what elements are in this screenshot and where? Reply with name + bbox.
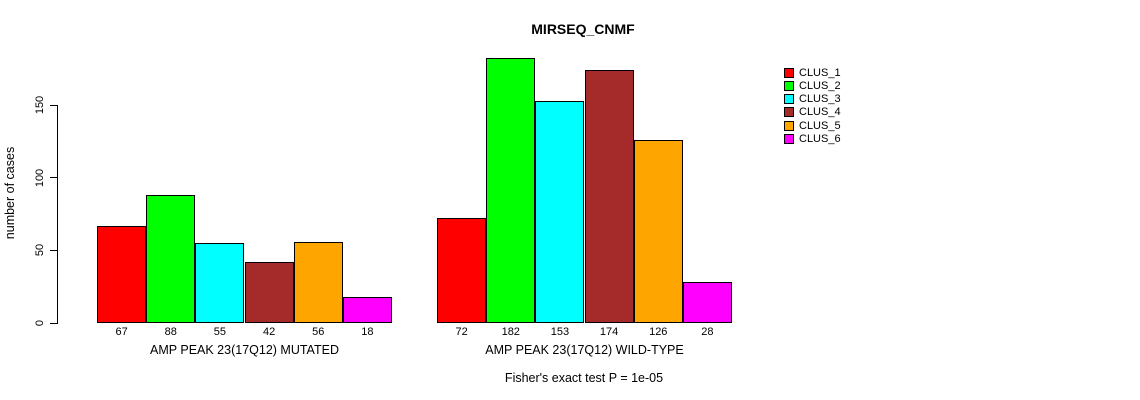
y-axis-line (57, 105, 58, 324)
legend-item-clus-6: CLUS_6 (784, 133, 841, 146)
y-tick (50, 322, 58, 324)
y-tick-label: 0 (34, 319, 46, 327)
legend-label: CLUS_3 (799, 93, 841, 106)
legend-label: CLUS_5 (799, 119, 841, 132)
bar-amp-peak-23-17q12-wild-type-clus-3 (535, 101, 585, 323)
bar-amp-peak-23-17q12-mutated-clus-2 (146, 195, 196, 323)
legend-swatch (784, 134, 794, 144)
legend-item-clus-3: CLUS_3 (784, 93, 841, 106)
legend-swatch (784, 107, 794, 118)
bar-value-label: 56 (312, 326, 325, 338)
footnote: Fisher's exact test P = 1e-05 (504, 371, 664, 385)
legend-swatch (784, 80, 794, 91)
legend-swatch (784, 67, 794, 78)
bar-value-label: 18 (361, 326, 374, 338)
bar-value-label: 153 (550, 326, 570, 338)
bar-value-label: 126 (649, 326, 668, 338)
legend-swatch (784, 120, 794, 131)
legend-swatch (784, 94, 794, 105)
bar-value-label: 42 (262, 326, 276, 338)
legend-item-clus-5: CLUS_5 (784, 119, 841, 132)
legend-item-clus-2: CLUS_2 (784, 79, 841, 92)
legend-label: CLUS_1 (799, 66, 841, 79)
legend-label: CLUS_6 (799, 133, 841, 145)
bar-amp-peak-23-17q12-wild-type-clus-4 (584, 70, 634, 323)
bar-amp-peak-23-17q12-wild-type-clus-1 (437, 218, 487, 323)
group-label-amp-peak-23-17q12-wild-type: AMP PEAK 23(17Q12) WILD-TYPE (485, 343, 684, 357)
bar-value-label: 72 (455, 326, 468, 338)
chart-title: MIRSEQ_CNMF (531, 21, 635, 37)
y-tick (50, 249, 58, 251)
y-tick (50, 104, 58, 106)
y-tick (50, 177, 58, 179)
bar-amp-peak-23-17q12-mutated-clus-5 (293, 242, 343, 323)
bar-value-label: 182 (501, 326, 520, 338)
y-axis-label: number of cases (3, 146, 17, 240)
bar-amp-peak-23-17q12-mutated-clus-6 (342, 297, 392, 323)
legend-label: CLUS_4 (799, 106, 841, 119)
bar-amp-peak-23-17q12-wild-type-clus-6 (682, 282, 732, 323)
group-label-amp-peak-23-17q12-mutated: AMP PEAK 23(17Q12) MUTATED (150, 343, 339, 357)
bar-amp-peak-23-17q12-mutated-clus-1 (97, 226, 147, 323)
y-tick-label: 150 (34, 95, 46, 115)
legend-item-clus-1: CLUS_1 (784, 66, 841, 79)
bar-value-label: 174 (599, 326, 619, 338)
bar-value-label: 88 (164, 326, 177, 338)
bar-amp-peak-23-17q12-wild-type-clus-5 (633, 140, 683, 323)
legend-item-clus-4: CLUS_4 (784, 106, 841, 119)
bar-value-label: 67 (115, 326, 128, 338)
bar-value-label: 28 (701, 326, 714, 338)
bar-amp-peak-23-17q12-mutated-clus-4 (244, 262, 294, 323)
bar-amp-peak-23-17q12-mutated-clus-3 (195, 243, 245, 323)
y-tick-label: 100 (34, 168, 46, 187)
legend-label: CLUS_2 (799, 79, 841, 92)
bar-amp-peak-23-17q12-wild-type-clus-2 (486, 58, 536, 323)
bar-value-label: 55 (213, 326, 227, 338)
y-tick-label: 50 (34, 244, 46, 257)
